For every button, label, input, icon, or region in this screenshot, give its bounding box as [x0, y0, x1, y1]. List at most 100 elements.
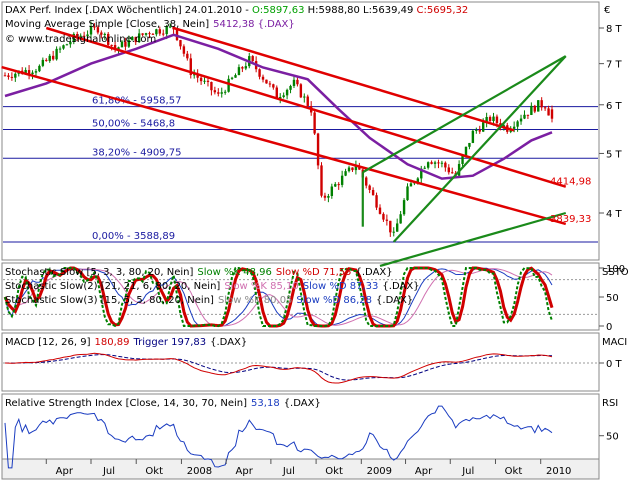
- candle-body: [440, 162, 444, 164]
- stochastic-k-line: [4, 266, 553, 328]
- candle-body: [241, 67, 244, 69]
- candle-body: [461, 155, 464, 164]
- candle-body: [375, 195, 378, 208]
- candle-body: [117, 47, 120, 50]
- candle-body: [234, 75, 237, 78]
- candle-body: [492, 116, 495, 122]
- candle-body: [523, 114, 526, 119]
- x-tick-label: Okt: [505, 466, 523, 477]
- x-tick-label: Jul: [282, 466, 295, 477]
- macd-tick-label: 0 T: [606, 359, 623, 370]
- candle-body: [7, 75, 10, 77]
- stochastic-tick-label: 100: [606, 264, 625, 275]
- candle-body: [313, 112, 316, 134]
- candle-body: [31, 72, 34, 75]
- support-trendline: [392, 55, 567, 243]
- candle-body: [137, 33, 141, 43]
- candle-body: [406, 186, 409, 201]
- fibonacci-label: 50,00% - 5468,8: [92, 119, 175, 130]
- candle-body: [316, 133, 320, 166]
- candle-body: [451, 172, 454, 174]
- ma-legend: Moving Average Simple [Close, 38, Nein] 5…: [5, 19, 295, 30]
- candle-body: [402, 200, 406, 215]
- candle-body: [193, 74, 196, 76]
- candle-body: [533, 105, 536, 112]
- level-annotation: 3839,33: [550, 214, 591, 225]
- candle-body: [196, 74, 199, 78]
- candle-body: [10, 76, 14, 78]
- candle-body: [371, 189, 375, 196]
- candle-body: [27, 70, 31, 75]
- macd-panel: [1, 332, 600, 392]
- candle-body: [323, 195, 327, 198]
- candle-body: [58, 48, 62, 50]
- candle-body: [206, 80, 210, 82]
- candle-body: [303, 96, 306, 98]
- candle-body: [141, 33, 144, 35]
- support-trendline: [362, 55, 567, 174]
- candle-body: [261, 76, 265, 80]
- candle-body: [186, 53, 189, 59]
- fibonacci-label: 61,80% - 5958,57: [92, 96, 181, 107]
- candle-body: [478, 129, 481, 132]
- candle-body: [227, 78, 230, 92]
- channel-trendline: [45, 26, 567, 188]
- candle-body: [392, 231, 395, 233]
- candle-body: [530, 105, 533, 115]
- candle-body: [337, 184, 340, 186]
- candle-body: [547, 108, 550, 116]
- rsi-axis-title: RSI: [602, 398, 618, 409]
- candle-body: [299, 84, 303, 98]
- candle-body: [334, 184, 337, 187]
- candle-body: [127, 40, 131, 47]
- x-tick-label: 2009: [367, 466, 392, 477]
- candle-body: [251, 56, 254, 62]
- candle-body: [220, 92, 223, 94]
- macd-axis-title: MACI: [602, 337, 627, 348]
- x-tick-label: 2010: [546, 466, 571, 477]
- candle-body: [76, 33, 79, 37]
- channel-trendline: [1, 65, 567, 226]
- level-annotation: 4414,98: [550, 177, 591, 188]
- candle-body: [45, 59, 48, 61]
- candle-body: [151, 33, 155, 35]
- candle-body: [320, 165, 323, 196]
- candle-body: [512, 126, 516, 129]
- stochastic-axis-title: SSTO: [602, 267, 629, 278]
- rsi-panel: [1, 393, 600, 460]
- fibonacci-label: 0,00% - 3588,89: [92, 231, 175, 242]
- candle-body: [399, 214, 402, 224]
- candle-body: [351, 167, 354, 171]
- candle-body: [65, 44, 69, 46]
- indicator-layer: [3, 266, 598, 469]
- candle-body: [48, 55, 51, 61]
- stochastic-3-legend: Stochastic Slow(3) [15, 5, 5, 80, 20, Ne…: [5, 295, 413, 306]
- candle-body: [550, 109, 554, 119]
- candle-body: [330, 186, 334, 196]
- stochastic-tick-label: 0: [606, 322, 612, 333]
- candle-body: [217, 92, 220, 94]
- candle-body: [244, 66, 248, 69]
- candle-body: [38, 65, 41, 72]
- website-credit: © www.tradesignalonline.com: [5, 34, 156, 45]
- candle-body: [354, 165, 358, 171]
- candle-body: [199, 77, 203, 82]
- candle-body: [113, 45, 117, 50]
- candle-body: [107, 33, 110, 45]
- candle-body: [327, 195, 330, 198]
- candle-body: [230, 77, 234, 79]
- candle-body: [340, 175, 344, 185]
- candle-body: [282, 95, 285, 97]
- candle-body: [34, 71, 38, 73]
- candle-body: [182, 46, 186, 54]
- candle-body: [172, 26, 175, 30]
- price-tick-label: 7 T: [606, 60, 623, 71]
- candle-body: [69, 41, 72, 45]
- candle-body: [103, 33, 106, 35]
- candle-body: [168, 26, 172, 28]
- candle-body: [258, 69, 261, 77]
- candle-body: [203, 80, 206, 82]
- candle-body: [93, 26, 96, 28]
- candle-body: [41, 59, 45, 66]
